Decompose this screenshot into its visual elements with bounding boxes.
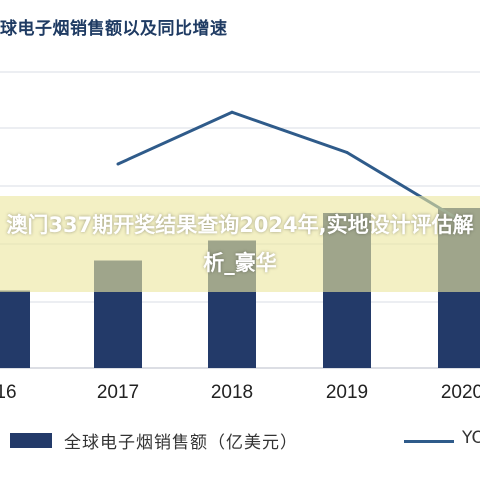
growth-point: [230, 110, 234, 114]
legend-bar-label: 全球电子烟销售额（亿美元）: [64, 433, 298, 453]
x-tick-label: 2017: [96, 382, 140, 403]
legend-line-label: YO: [462, 428, 480, 448]
x-tick-label: 2020: [440, 382, 480, 403]
growth-point: [116, 162, 120, 166]
chart-title: 球电子烟销售额以及同比增速: [0, 19, 228, 39]
x-tick-label: 16: [0, 382, 17, 403]
legend-bar-swatch: [10, 433, 52, 448]
x-tick-label: 2018: [210, 382, 254, 403]
watermark-banner: [0, 196, 480, 292]
legend-line-swatch: [404, 440, 454, 443]
watermark-text: 澳门337期开奖结果查询2024年,实地设计评估解析_豪华: [6, 213, 474, 275]
growth-point: [345, 151, 349, 154]
growth-line: [117, 110, 463, 223]
x-tick-label: 2019: [325, 382, 369, 403]
bar-2016: [0, 290, 30, 368]
